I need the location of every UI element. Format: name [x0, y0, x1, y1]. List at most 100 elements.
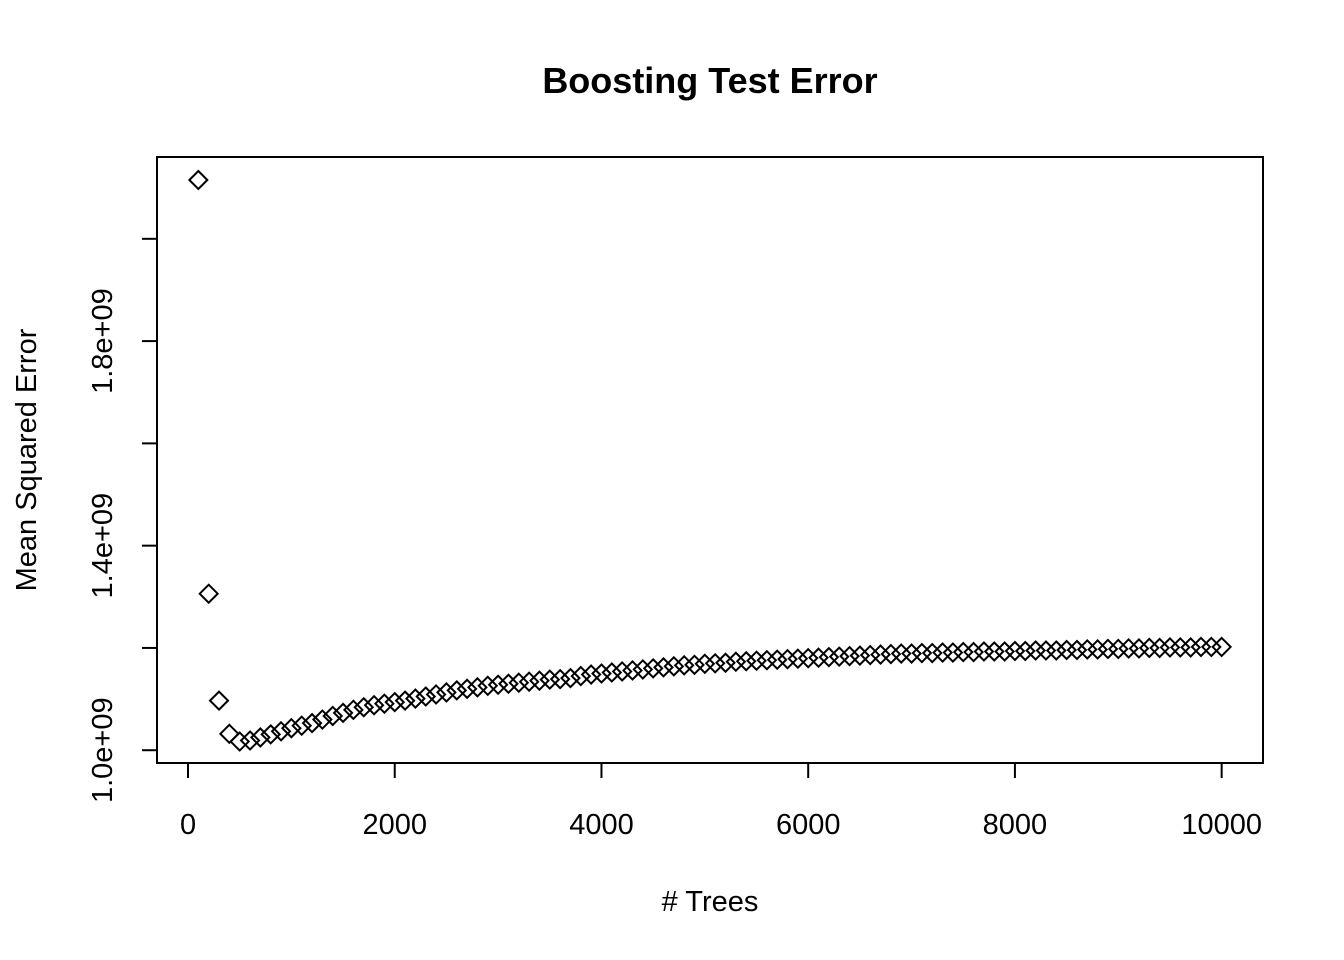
x-axis: 0 2000 4000 6000 8000 10000	[180, 762, 1262, 841]
data-point	[746, 650, 767, 672]
x-axis-label: # Trees	[662, 886, 759, 918]
data-point	[580, 664, 602, 685]
data-point	[632, 659, 654, 680]
data-point	[839, 645, 860, 667]
data-point	[270, 720, 292, 742]
data-point	[1087, 639, 1109, 660]
data-point	[694, 653, 716, 675]
data-point	[642, 657, 664, 679]
data-point	[446, 679, 468, 701]
data-point	[322, 705, 344, 727]
data-point	[973, 641, 995, 662]
data-point	[280, 717, 302, 739]
data-point	[404, 688, 426, 709]
x-tick-label: 10000	[1181, 809, 1262, 841]
data-point	[477, 675, 499, 697]
data-point	[911, 642, 933, 664]
data-point	[508, 672, 530, 694]
data-point	[735, 650, 757, 672]
y-tick-label: 1.8e+09	[87, 288, 119, 394]
data-point	[1149, 637, 1171, 659]
data-point	[436, 682, 457, 703]
data-point	[1211, 636, 1233, 658]
data-point	[415, 686, 437, 707]
data-point	[1097, 638, 1119, 660]
data-point	[1056, 639, 1078, 661]
data-point	[983, 641, 1005, 662]
data-point	[942, 642, 964, 663]
data-point	[570, 665, 592, 687]
data-point	[828, 646, 850, 668]
data-point	[1045, 640, 1067, 661]
data-point	[549, 668, 571, 690]
data-point	[952, 641, 974, 663]
data-point	[487, 674, 509, 696]
data-point	[601, 662, 623, 683]
data-point	[498, 673, 519, 695]
data-point	[467, 676, 488, 698]
y-tick-label: 1.0e+09	[87, 697, 119, 803]
data-point	[239, 730, 261, 751]
data-point	[766, 649, 788, 671]
data-point	[311, 709, 333, 730]
data-point	[1169, 637, 1191, 658]
data-point	[353, 696, 375, 718]
data-point	[890, 643, 912, 664]
data-point	[1159, 637, 1181, 658]
data-point	[456, 678, 478, 700]
data-point	[187, 169, 209, 191]
data-point	[1107, 638, 1129, 660]
data-point	[1200, 636, 1222, 658]
chart-title: Boosting Test Error	[542, 60, 877, 101]
data-point	[363, 694, 385, 716]
data-point	[218, 723, 240, 745]
x-tick-label: 8000	[983, 809, 1048, 841]
data-point	[260, 723, 282, 745]
data-point	[777, 648, 798, 670]
data-point	[653, 656, 674, 678]
data-point	[715, 652, 736, 674]
data-point	[301, 712, 323, 734]
data-point	[518, 671, 540, 693]
data-point	[622, 660, 643, 681]
data-point	[560, 667, 581, 689]
data-point	[291, 715, 313, 737]
x-tick-label: 2000	[362, 809, 427, 841]
data-point	[756, 649, 778, 671]
data-point	[332, 702, 354, 724]
data-point	[1035, 640, 1057, 661]
data-point	[787, 648, 809, 670]
data-point	[611, 661, 633, 682]
y-axis: 1.0e+09 1.4e+09 1.8e+09	[87, 237, 158, 803]
x-tick-label: 4000	[569, 809, 634, 841]
data-point	[901, 643, 922, 664]
data-point	[249, 727, 271, 748]
data-point	[384, 691, 406, 713]
data-point	[859, 644, 881, 666]
data-point	[932, 642, 953, 663]
data-point	[1138, 637, 1160, 659]
data-point	[673, 654, 695, 676]
y-axis-label: Mean Squared Error	[11, 328, 43, 591]
data-point	[870, 644, 891, 665]
data-point	[591, 663, 612, 684]
data-point	[921, 642, 943, 664]
plot-frame	[156, 156, 1264, 764]
data-point	[229, 731, 251, 752]
y-tick-label: 1.4e+09	[87, 493, 119, 599]
data-point	[1004, 640, 1026, 662]
data-point	[704, 652, 726, 674]
data-point	[1190, 636, 1212, 658]
data-point	[529, 670, 550, 692]
data-point	[208, 690, 230, 712]
data-point	[1066, 639, 1088, 661]
data-point	[342, 699, 364, 721]
data-point	[725, 651, 747, 673]
data-point	[663, 655, 685, 677]
data-point	[880, 643, 902, 665]
data-points	[187, 169, 1233, 752]
x-tick-label: 0	[180, 809, 196, 841]
data-point	[1025, 640, 1047, 661]
data-point	[1128, 638, 1150, 659]
